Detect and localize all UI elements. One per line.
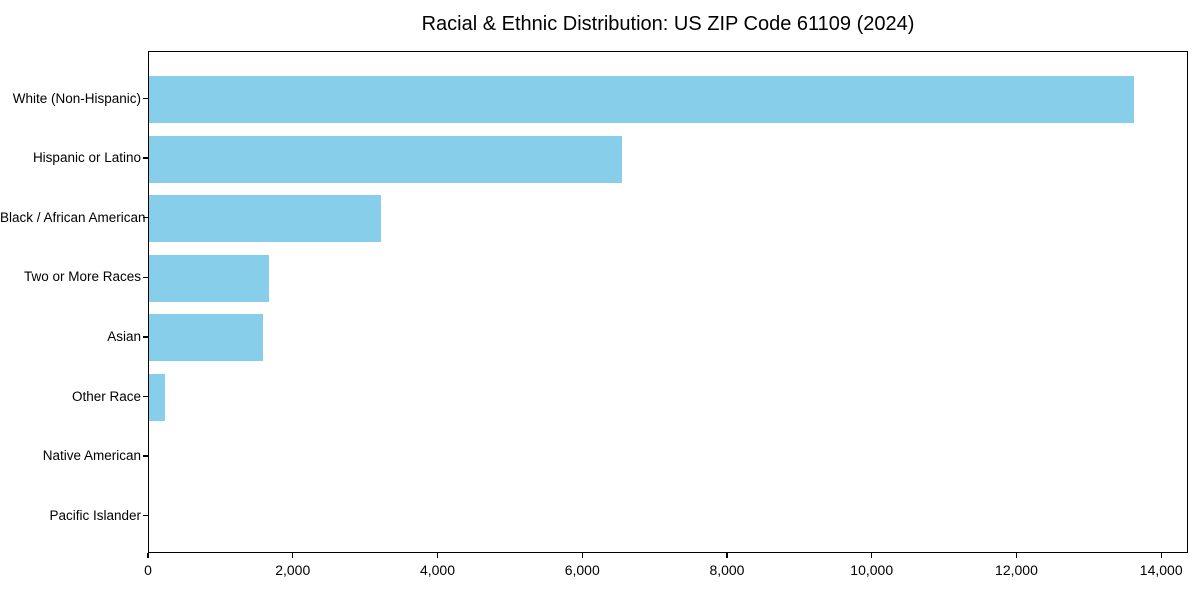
bar-white-non-hispanic	[149, 76, 1134, 123]
y-tick-mark	[143, 515, 148, 517]
y-tick-label: Asian	[107, 328, 141, 344]
y-tick-label: Other Race	[71, 388, 141, 404]
y-tick-mark	[143, 455, 148, 457]
x-tick-label: 0	[144, 562, 152, 578]
y-tick-label: Two or More Races	[23, 269, 141, 285]
x-tick-mark	[1160, 553, 1162, 558]
x-tick-mark	[147, 553, 149, 558]
x-tick-label: 2,000	[275, 562, 311, 578]
y-tick-label: Hispanic or Latino	[32, 150, 141, 166]
y-tick-mark	[143, 157, 148, 159]
x-tick-mark	[292, 553, 294, 558]
x-tick-mark	[871, 553, 873, 558]
bar-two-or-more-races	[149, 254, 270, 302]
plot-area	[148, 51, 1188, 553]
x-tick-label: 4,000	[419, 562, 455, 578]
x-tick-label: 10,000	[850, 562, 894, 578]
x-tick-mark	[436, 553, 439, 558]
x-tick-label: 8,000	[709, 562, 745, 578]
bar-asian	[149, 314, 264, 362]
bar-hispanic-or-latino	[149, 135, 623, 183]
y-tick-label: Native American	[42, 448, 141, 464]
bar-other-race	[149, 374, 165, 421]
y-tick-mark	[143, 217, 148, 219]
y-tick-mark	[143, 276, 148, 278]
x-tick-label: 6,000	[564, 562, 600, 578]
y-tick-mark	[143, 336, 148, 338]
y-tick-label: Pacific Islander	[49, 507, 141, 523]
y-tick-label: White (Non-Hispanic)	[12, 90, 141, 106]
x-tick-label: 12,000	[995, 562, 1038, 578]
y-tick-label: Black / African American	[0, 209, 146, 225]
x-tick-mark	[1015, 553, 1018, 558]
x-tick-mark	[726, 553, 728, 558]
chart-title: Racial & Ethnic Distribution: US ZIP Cod…	[421, 13, 915, 35]
x-tick-label: 14,000	[1139, 562, 1183, 578]
y-tick-mark	[143, 395, 148, 398]
bar-black-african-american	[149, 195, 381, 243]
x-tick-mark	[581, 553, 583, 558]
y-tick-mark	[143, 97, 148, 100]
